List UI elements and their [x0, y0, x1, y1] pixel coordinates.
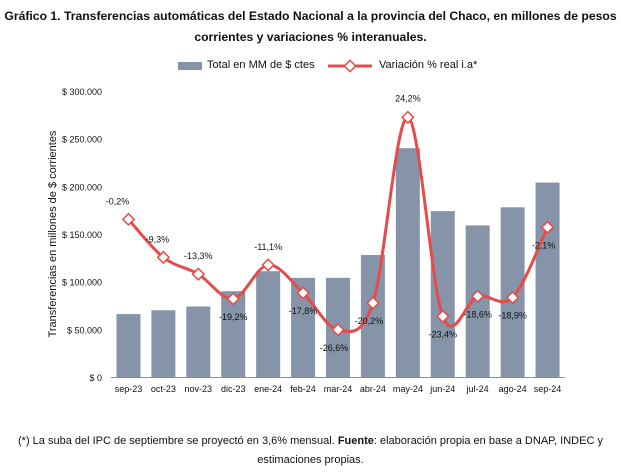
line-marker — [156, 250, 171, 265]
bar — [430, 211, 455, 377]
y-axis-title: Transferencias en millones de $ corrient… — [47, 130, 59, 337]
line-marker — [191, 267, 206, 281]
legend-line-swatch — [328, 59, 372, 73]
line-data-label: -18,9% — [498, 311, 527, 321]
line-marker — [121, 212, 136, 227]
line-data-label: 24,2% — [395, 93, 421, 103]
line-marker — [366, 296, 380, 310]
bar — [535, 182, 560, 377]
legend-bar-swatch — [178, 62, 202, 70]
y-tick-label: $ 150.000 — [62, 230, 102, 240]
chart-title: Gráfico 1. Transferencias automáticas de… — [0, 6, 621, 48]
y-tick-label: $ 250.000 — [62, 135, 102, 145]
line-data-label: -9,3% — [146, 234, 170, 244]
chart-legend: Total en MM de $ ctes Variación % real i… — [0, 58, 621, 74]
chart-title-line-1: Gráfico 1. Transferencias automáticas de… — [4, 9, 617, 23]
line-marker — [296, 286, 310, 300]
bar — [116, 314, 141, 377]
bar — [360, 254, 385, 377]
line-data-label: -18,6% — [463, 309, 492, 319]
line-data-label: -0,2% — [106, 196, 130, 206]
y-tick-label: $ 100.000 — [62, 278, 102, 288]
line-marker — [226, 292, 240, 306]
bar — [186, 306, 211, 377]
footnote-text-2: : elaboración propia en base a DNAP, IND… — [373, 435, 603, 447]
y-tick-label: $ 300.000 — [62, 87, 102, 97]
line-marker — [540, 220, 555, 235]
x-tick-label: oct-23 — [151, 384, 176, 394]
legend-line-label: Variación % real i.a* — [379, 59, 478, 71]
line-data-label: -13,3% — [184, 251, 213, 261]
x-tick-label: sep-24 — [534, 384, 562, 394]
x-tick-label: feb-24 — [290, 384, 316, 394]
footnote: (*) La suba del IPC de septiembre se pro… — [0, 432, 621, 470]
y-tick-label: $ 50.000 — [67, 325, 102, 335]
line-marker — [261, 258, 275, 272]
bar — [395, 148, 420, 377]
footnote-text-3: estimaciones propias. — [257, 454, 364, 466]
x-tick-label: sep-23 — [115, 384, 143, 394]
x-tick-label: jul-24 — [466, 384, 489, 394]
x-tick-label: ene-24 — [254, 384, 282, 394]
y-tick-label: $ 0 — [89, 373, 102, 383]
line-marker — [401, 110, 415, 124]
line-marker — [470, 289, 485, 304]
x-tick-label: dic-23 — [221, 384, 246, 394]
x-tick-label: jun-24 — [429, 384, 455, 394]
line-data-label: -20,2% — [355, 316, 384, 326]
line-data-label: -11,1% — [254, 242, 282, 252]
line-data-label: -19,2% — [219, 312, 248, 322]
x-tick-label: abr-24 — [360, 384, 386, 394]
line-data-label: -2,1% — [532, 240, 556, 250]
line-marker — [505, 290, 520, 305]
footnote-source-label: Fuente — [337, 435, 374, 447]
bar — [151, 310, 176, 377]
line-data-label: -17,8% — [289, 306, 318, 316]
line-marker — [436, 309, 450, 324]
bar — [256, 271, 281, 377]
chart-title-line-2: corrientes y variaciones % interanuales. — [194, 30, 427, 44]
line-data-label: -26,6% — [320, 343, 349, 353]
x-tick-label: may-24 — [393, 384, 423, 394]
x-tick-label: ago-24 — [499, 384, 527, 394]
x-tick-label: mar-24 — [324, 384, 353, 394]
line-marker — [331, 323, 345, 337]
chart-plot: $ 0 $ 50.000 $ 100.000 $ 150.000 $ 200.000 $ … — [47, 87, 565, 394]
legend-bar-label: Total en MM de $ ctes — [207, 59, 315, 71]
footnote-text-1: (*) La suba del IPC de septiembre se pro… — [18, 435, 338, 447]
x-tick-label: nov-23 — [185, 384, 213, 394]
line-data-label: -23,4% — [429, 329, 458, 339]
y-tick-label: $ 200.000 — [62, 182, 102, 192]
